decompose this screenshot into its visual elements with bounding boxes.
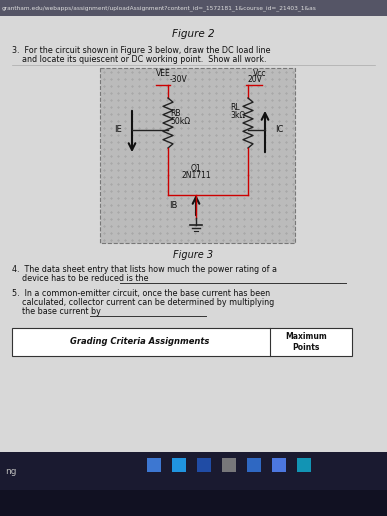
Text: RB: RB [170, 108, 180, 118]
Bar [0, 452, 387, 490]
Text: 20V: 20V [248, 74, 263, 84]
Text: 3kΩ: 3kΩ [230, 111, 245, 121]
Text: calculated, collector current can be determined by multiplying: calculated, collector current can be det… [12, 298, 274, 307]
Text: grantham.edu/webapps/assignment/uploadAssignment?content_id=_1572181_1&course_id: grantham.edu/webapps/assignment/uploadAs… [2, 5, 317, 11]
Bar [272, 458, 286, 472]
Bar [172, 458, 186, 472]
Text: 50kΩ: 50kΩ [170, 117, 190, 125]
Text: IB: IB [170, 201, 178, 209]
Text: VEE: VEE [156, 69, 170, 77]
Text: Maximum
Points: Maximum Points [285, 332, 327, 352]
Text: IC: IC [275, 125, 283, 135]
Text: Figure 2: Figure 2 [172, 29, 214, 39]
Bar [12, 328, 352, 356]
Bar [0, 0, 387, 16]
Bar [0, 16, 387, 452]
Text: ng: ng [5, 467, 17, 476]
Text: Vcc: Vcc [253, 69, 267, 77]
Bar [222, 458, 236, 472]
Bar [197, 458, 211, 472]
Text: Figure 3: Figure 3 [173, 250, 213, 260]
Text: and locate its quiescent or DC working point.  Show all work.: and locate its quiescent or DC working p… [12, 55, 267, 64]
Text: device has to be reduced is the: device has to be reduced is the [12, 274, 149, 283]
Text: the base current by: the base current by [12, 307, 101, 316]
Text: RL: RL [230, 104, 240, 112]
Text: IE: IE [114, 125, 122, 135]
Bar [100, 68, 295, 243]
Text: -30V: -30V [170, 74, 188, 84]
Bar [147, 458, 161, 472]
Bar [247, 458, 261, 472]
Bar [297, 458, 311, 472]
Text: Q1: Q1 [191, 164, 201, 172]
Text: 2N1711: 2N1711 [181, 170, 211, 180]
Text: 5.  In a common-emitter circuit, once the base current has been: 5. In a common-emitter circuit, once the… [12, 289, 270, 298]
Text: 4.  The data sheet entry that lists how much the power rating of a: 4. The data sheet entry that lists how m… [12, 265, 277, 274]
Bar [0, 490, 387, 516]
Text: 3.  For the circuit shown in Figure 3 below, draw the DC load line: 3. For the circuit shown in Figure 3 bel… [12, 46, 271, 55]
Text: Grading Criteria Assignments: Grading Criteria Assignments [70, 337, 210, 347]
